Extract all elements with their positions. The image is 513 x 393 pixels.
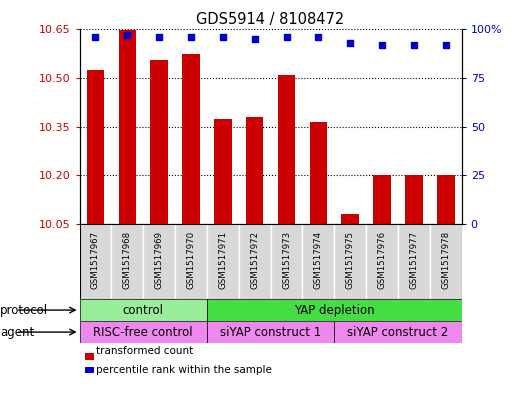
FancyBboxPatch shape [398,224,430,299]
Text: GSM1517971: GSM1517971 [219,231,227,289]
Point [219,34,227,40]
Point [283,34,291,40]
FancyBboxPatch shape [271,224,303,299]
Bar [334,321,462,343]
Bar [207,321,334,343]
Bar [405,175,423,224]
Text: RISC-free control: RISC-free control [93,325,193,339]
Bar [207,299,462,321]
Text: GSM1517969: GSM1517969 [154,231,164,289]
FancyBboxPatch shape [175,224,207,299]
Point [346,40,354,46]
Bar [182,54,200,224]
Text: GSM1517977: GSM1517977 [409,231,419,289]
Point [155,34,163,40]
Bar [119,30,136,224]
Point [187,34,195,40]
Bar [87,70,104,224]
Bar [342,214,359,224]
Bar [246,117,264,224]
FancyBboxPatch shape [111,224,143,299]
Text: transformed count: transformed count [96,346,194,356]
Text: protocol: protocol [0,303,48,317]
Point [91,34,100,40]
Text: siYAP construct 2: siYAP construct 2 [347,325,449,339]
Text: percentile rank within the sample: percentile rank within the sample [96,365,272,375]
Point [123,32,131,39]
FancyBboxPatch shape [430,224,462,299]
Text: control: control [123,303,164,317]
Point [314,34,323,40]
FancyBboxPatch shape [239,224,271,299]
Point [378,42,386,48]
FancyBboxPatch shape [143,224,175,299]
Text: GSM1517975: GSM1517975 [346,231,354,289]
Text: GSM1517978: GSM1517978 [441,231,450,289]
FancyBboxPatch shape [366,224,398,299]
Bar [214,119,231,224]
Text: GSM1517970: GSM1517970 [187,231,195,289]
FancyBboxPatch shape [334,224,366,299]
Title: GDS5914 / 8108472: GDS5914 / 8108472 [196,12,345,27]
Bar [80,299,207,321]
Point [250,36,259,42]
Point [410,42,418,48]
Text: siYAP construct 1: siYAP construct 1 [220,325,321,339]
Bar [437,175,455,224]
Text: GSM1517967: GSM1517967 [91,231,100,289]
Text: GSM1517974: GSM1517974 [314,231,323,289]
Text: YAP depletion: YAP depletion [294,303,374,317]
Point [442,42,450,48]
Bar [373,175,391,224]
Text: GSM1517973: GSM1517973 [282,231,291,289]
FancyBboxPatch shape [207,224,239,299]
Text: GSM1517976: GSM1517976 [378,231,387,289]
FancyBboxPatch shape [80,224,111,299]
Text: GSM1517972: GSM1517972 [250,231,259,289]
Bar [150,60,168,224]
Bar [278,75,295,224]
Bar [310,122,327,224]
Text: GSM1517968: GSM1517968 [123,231,132,289]
FancyBboxPatch shape [303,224,334,299]
Text: agent: agent [0,325,34,339]
Bar [80,321,207,343]
